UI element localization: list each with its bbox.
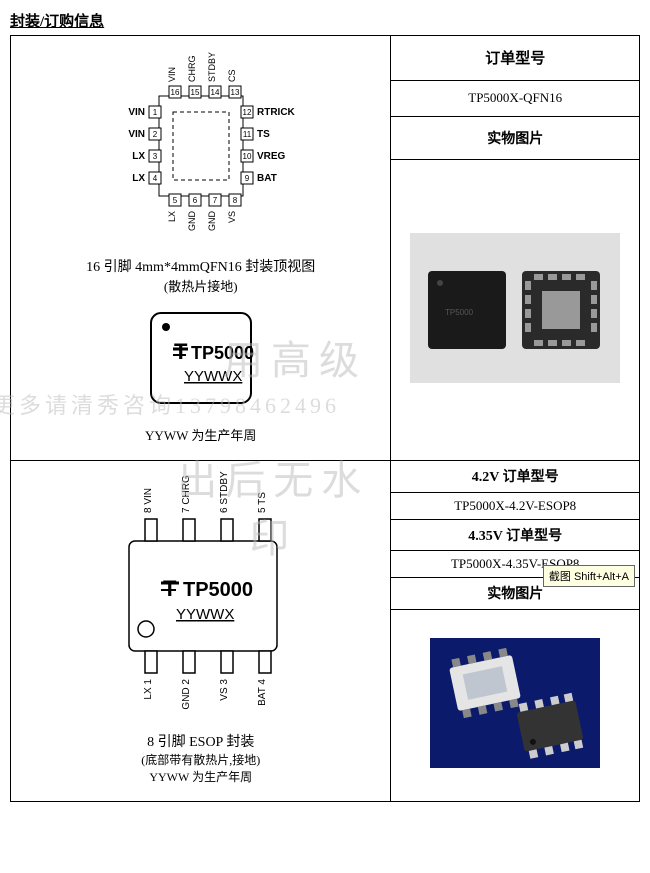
svg-text:YYWWX: YYWWX	[184, 368, 242, 385]
qfn-left-cell: 16 VIN 15 CHRG 14 STDBY 13 CS 1 VIN 2 VIN 3 LX 4 LX 12…	[11, 36, 391, 461]
svg-text:3: 3	[152, 152, 157, 161]
svg-text:6: 6	[192, 196, 197, 205]
svg-text:TP5000: TP5000	[445, 308, 474, 317]
svg-text:LX: LX	[132, 173, 145, 184]
qfn-caption-3: YYWW 为生产年周	[15, 425, 386, 444]
esop-val-1: TP5000X-4.2V-ESOP8	[391, 492, 640, 519]
qfn-caption-1: 16 引脚 4mm*4mmQFN16 封装顶视图	[15, 256, 386, 276]
svg-text:YYWWX: YYWWX	[176, 606, 234, 623]
svg-text:6 STDBY: 6 STDBY	[219, 471, 230, 513]
esop-photo-cell	[391, 609, 640, 801]
section-title: 封装/订购信息	[10, 10, 640, 31]
esop-hdr-1: 4.2V 订单型号	[391, 461, 640, 493]
svg-text:STDBY: STDBY	[207, 52, 217, 82]
qfn-photo-svg: TP5000	[410, 233, 620, 383]
svg-text:VIN: VIN	[167, 67, 177, 82]
svg-text:4: 4	[152, 174, 157, 183]
svg-text:VS 3: VS 3	[219, 679, 230, 701]
svg-text:7 CHRG: 7 CHRG	[181, 475, 192, 513]
svg-text:13: 13	[230, 88, 239, 97]
svg-text:16: 16	[170, 88, 179, 97]
svg-text:VIN: VIN	[128, 107, 145, 118]
svg-text:TP5000: TP5000	[183, 579, 253, 601]
svg-text:9: 9	[244, 174, 249, 183]
svg-text:BAT 4: BAT 4	[257, 679, 268, 706]
svg-text:BAT: BAT	[257, 173, 277, 184]
svg-text:T: T	[174, 339, 188, 364]
svg-text:LX: LX	[132, 151, 145, 162]
svg-text:GND 2: GND 2	[181, 679, 192, 710]
svg-text:RTRICK: RTRICK	[257, 107, 296, 118]
svg-text:TS: TS	[257, 129, 270, 140]
esop-photo-svg	[430, 638, 600, 768]
qfn-marking-svg: T TP5000 YYWWX	[126, 301, 276, 421]
svg-text:VIN: VIN	[128, 129, 145, 140]
qfn-photo-cell: TP5000	[391, 159, 640, 460]
svg-text:2: 2	[152, 130, 157, 139]
svg-text:8: 8	[232, 196, 237, 205]
svg-text:CHRG: CHRG	[187, 56, 197, 83]
qfn-photo-header: 实物图片	[391, 116, 640, 159]
esop-diagram-wrap: 8 VIN 7 CHRG 6 STDBY 5 TS LX 1 GND 2 VS 3 BAT …	[13, 463, 388, 799]
svg-text:LX: LX	[167, 211, 177, 222]
svg-text:T: T	[163, 576, 177, 601]
qfn-diagram-wrap: 16 VIN 15 CHRG 14 STDBY 13 CS 1 VIN 2 VIN 3 LX 4 LX 12…	[13, 38, 388, 458]
esop-val-2: TP5000X-4.35V-ESOP8 截图 Shift+Alt+A	[391, 551, 640, 578]
svg-text:10: 10	[242, 152, 251, 161]
svg-text:TP5000: TP5000	[191, 343, 254, 363]
svg-text:VS: VS	[227, 211, 237, 223]
svg-text:5: 5	[172, 196, 177, 205]
screenshot-tooltip: 截图 Shift+Alt+A	[543, 565, 635, 587]
svg-text:GND: GND	[187, 211, 197, 232]
svg-text:5 TS: 5 TS	[257, 492, 268, 513]
esop-left-cell: 8 VIN 7 CHRG 6 STDBY 5 TS LX 1 GND 2 VS 3 BAT …	[11, 461, 391, 802]
qfn-caption-2: (散热片接地)	[15, 276, 386, 295]
esop-caption-2: (底部带有散热片,接地)	[15, 751, 386, 768]
qfn-order-value: TP5000X-QFN16	[391, 80, 640, 116]
svg-text:11: 11	[243, 130, 252, 139]
qfn-order-header: 订单型号	[391, 36, 640, 81]
esop-hdr-2: 4.35V 订单型号	[391, 519, 640, 551]
svg-text:1: 1	[152, 108, 157, 117]
svg-text:7: 7	[212, 196, 217, 205]
esop-caption-1: 8 引脚 ESOP 封装	[15, 731, 386, 751]
esop-caption-3: YYWW 为生产年周	[15, 768, 386, 785]
svg-text:14: 14	[210, 88, 219, 97]
svg-text:15: 15	[190, 88, 199, 97]
svg-text:12: 12	[242, 108, 251, 117]
svg-text:CS: CS	[227, 69, 237, 82]
svg-text:GND: GND	[207, 211, 217, 232]
qfn-pinout-svg: 16 VIN 15 CHRG 14 STDBY 13 CS 1 VIN 2 VIN 3 LX 4 LX 12…	[51, 46, 351, 246]
svg-text:VREG: VREG	[257, 151, 286, 162]
main-table: 16 VIN 15 CHRG 14 STDBY 13 CS 1 VIN 2 VIN 3 LX 4 LX 12…	[10, 35, 640, 802]
esop-pinout-svg: 8 VIN 7 CHRG 6 STDBY 5 TS LX 1 GND 2 VS 3 BAT …	[71, 471, 331, 721]
svg-text:8 VIN: 8 VIN	[143, 488, 154, 513]
svg-text:LX 1: LX 1	[143, 679, 154, 700]
